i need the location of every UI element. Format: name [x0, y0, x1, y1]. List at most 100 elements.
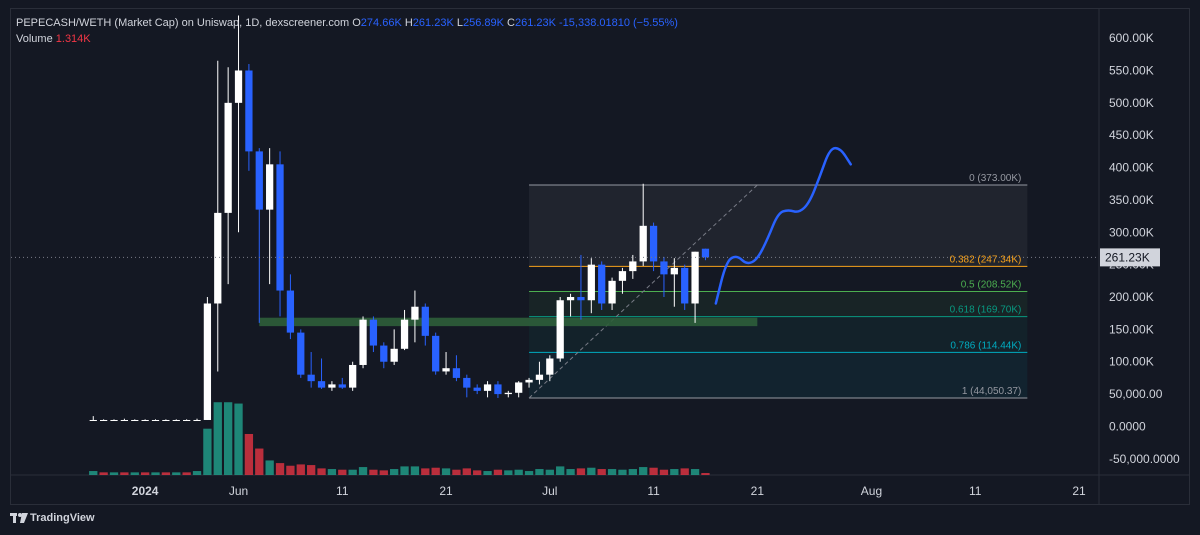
volume-bar [244, 433, 254, 475]
volume-bar [576, 468, 586, 475]
y-tick-label: 400.00K [1109, 161, 1154, 175]
volume-bar [99, 472, 108, 475]
y-tick-label: 600.00K [1109, 31, 1154, 45]
candle-body [442, 368, 450, 372]
volume-value: 1.314K [55, 33, 91, 45]
candle-body [224, 102, 232, 213]
legend-close-label: C [507, 17, 515, 29]
y-tick-label: 350.00K [1109, 193, 1154, 207]
candle-body [131, 419, 139, 421]
fib-level-label: 1 (44,050.37) [962, 386, 1022, 397]
candle-body [380, 345, 388, 362]
volume-bar [192, 471, 202, 475]
volume-bar [462, 468, 471, 475]
candle-body [359, 319, 367, 365]
volume-bar [514, 469, 523, 475]
volume-bar [296, 464, 305, 475]
volume-bar [400, 466, 409, 475]
legend-open-label: O [352, 17, 361, 29]
volume-label: Volume [16, 33, 53, 45]
volume-bar [120, 472, 129, 475]
x-tick-label: 11 [336, 484, 349, 498]
candle-body [255, 151, 263, 210]
volume-bar [203, 428, 212, 475]
candle-body [100, 419, 108, 421]
candle-body [629, 261, 637, 272]
tradingview-brand[interactable]: TradingView [30, 512, 95, 524]
volume-bar [182, 472, 191, 475]
volume-bar [358, 467, 368, 475]
candle-body [608, 280, 616, 304]
volume-bar [587, 467, 596, 475]
volume-legend: Volume 1.314K [16, 33, 91, 45]
candle-body [577, 297, 585, 301]
candle-body [286, 290, 295, 333]
volume-bar [504, 470, 513, 475]
volume-bar [348, 469, 357, 475]
price-chart[interactable]: 0 (373.00K) 0.382 (247.34K) 0.5 (208.52K) 0… [11, 9, 1189, 504]
candle-body [390, 348, 398, 362]
current-price-badge [1100, 248, 1160, 267]
volume-bar [161, 472, 171, 475]
volume-bar [701, 473, 710, 475]
fib-level-label: 0.5 (208.52K) [961, 279, 1022, 290]
fib-trend-line [528, 184, 758, 399]
volume-bar [556, 466, 565, 475]
volume-bar [379, 470, 388, 475]
volume-bar [140, 472, 150, 475]
volume-bar [618, 469, 627, 475]
candle-body [89, 419, 97, 421]
candle-body [452, 368, 461, 378]
x-tick-label: 21 [751, 484, 765, 498]
volume-bar [566, 469, 575, 475]
candle-body [162, 419, 170, 421]
candle-body [681, 267, 689, 304]
legend-change: -15,338.01810 (−5.55%) [559, 17, 678, 29]
x-tick-label: 21 [1072, 484, 1086, 498]
candle-body [463, 377, 471, 388]
candle-body [193, 419, 201, 421]
candle-body [546, 358, 554, 375]
candle-body [297, 332, 305, 375]
candle-body [151, 419, 160, 421]
volume-bar [255, 448, 264, 475]
fib-level-label: 0.618 (169.70K) [950, 305, 1022, 316]
volume-bar [659, 469, 669, 475]
fib-level-label: 0 (373.00K) [969, 173, 1021, 184]
fib-zone [529, 185, 1028, 267]
volume-bar [130, 472, 139, 475]
candle-body [701, 248, 710, 258]
x-tick-label: 21 [439, 484, 453, 498]
tradingview-logo-icon[interactable] [10, 513, 28, 523]
candle-body [141, 419, 149, 421]
volume-bar [286, 465, 295, 475]
x-tick-label: Aug [861, 484, 882, 498]
fib-zone [529, 352, 1028, 398]
candle-body [515, 382, 523, 393]
candle-body [307, 374, 315, 382]
y-tick-label: 100.00K [1109, 355, 1154, 369]
volume-bar [597, 469, 606, 475]
volume-bar [452, 469, 461, 475]
volume-bar [109, 472, 119, 475]
candle-body [245, 70, 253, 152]
y-tick-label: 500.00K [1109, 96, 1154, 110]
volume-bar [493, 469, 503, 475]
y-tick-label: 450.00K [1109, 128, 1154, 142]
candle-body [504, 392, 512, 395]
candle-body [587, 264, 595, 301]
footer: TradingView [10, 512, 95, 524]
candle-body [411, 306, 419, 320]
current-price-label: 261.23K [1105, 250, 1150, 264]
legend-title: PEPECASH/WETH (Market Cap) on Uniswap, 1… [16, 17, 350, 29]
candle-body [328, 384, 336, 388]
volume-bar [89, 471, 98, 475]
legend-close: 261.23K [514, 17, 556, 29]
x-tick-label: 2024 [132, 484, 159, 498]
candle-body [525, 379, 533, 383]
volume-bar [265, 460, 274, 475]
candle-body [110, 419, 118, 421]
candle-body [618, 271, 627, 281]
candle-body [317, 381, 326, 388]
x-tick-label: 11 [969, 484, 982, 498]
